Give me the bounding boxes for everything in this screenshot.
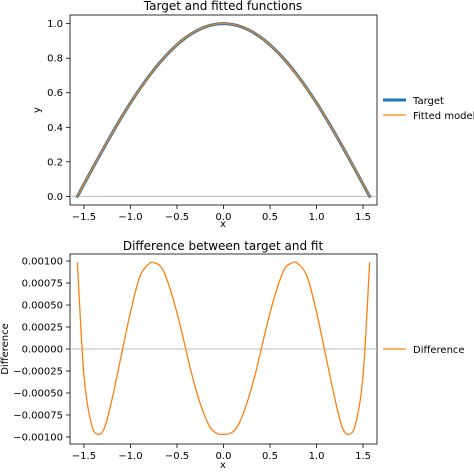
- panel-top: Target and fitted functions −1.5 −1.0 −0.5…: [32, 0, 474, 230]
- bottom-y-tick-label: 0.00000: [22, 345, 63, 356]
- top-x-tick-label: 1.0: [309, 212, 325, 223]
- top-series-lines: [75, 22, 372, 198]
- top-x-label: x: [220, 219, 226, 230]
- bottom-y-tick-label: 0.00100: [22, 257, 63, 268]
- bottom-x-tick-label: 0.5: [262, 451, 278, 462]
- top-series-line-fitted-model: [76, 22, 371, 197]
- bottom-x-tick-label: −1.0: [118, 451, 142, 462]
- bottom-y-tick-label: −0.00050: [13, 388, 63, 399]
- top-x-tick-label: 0.5: [262, 212, 278, 223]
- bottom-x-tick-label: −0.5: [165, 451, 189, 462]
- top-y-tick-label: 0.2: [47, 157, 63, 168]
- bottom-x-ticks: −1.5 −1.0 −0.5 0.0 0.5 1.0 1.5: [72, 444, 371, 462]
- bottom-x-tick-label: 0.0: [216, 451, 232, 462]
- top-x-tick-label: −0.5: [165, 212, 189, 223]
- top-title: Target and fitted functions: [143, 0, 302, 13]
- top-x-tick-label: 1.5: [355, 212, 371, 223]
- bottom-x-label: x: [220, 460, 226, 470]
- top-x-tick-label: 0.0: [216, 212, 232, 223]
- bottom-y-tick-label: −0.00100: [13, 432, 63, 443]
- top-legend: Target Fitted model: [383, 96, 474, 122]
- bottom-x-tick-label: 1.0: [309, 451, 325, 462]
- bottom-y-tick-label: 0.00050: [22, 301, 63, 312]
- bottom-y-tick-label: −0.00075: [13, 410, 63, 421]
- top-x-ticks: −1.5 −1.0 −0.5 0.0 0.5 1.0 1.5: [72, 205, 371, 223]
- top-y-tick-label: 0.6: [47, 88, 63, 99]
- top-x-tick-label: −1.0: [118, 212, 142, 223]
- legend-label-difference: Difference: [413, 345, 465, 356]
- top-y-tick-label: 0.4: [47, 123, 63, 134]
- bottom-y-tick-label: −0.00025: [13, 366, 63, 377]
- top-x-tick-label: −1.5: [72, 212, 96, 223]
- bottom-y-tick-label: 0.00075: [22, 279, 63, 290]
- top-y-tick-label: 0.0: [47, 192, 63, 203]
- legend-label-target: Target: [412, 96, 444, 107]
- top-y-ticks: 0.0 0.2 0.4 0.6 0.8 1.0: [47, 19, 70, 203]
- top-plot-frame: [69, 14, 378, 206]
- top-y-label: y: [32, 107, 43, 113]
- bottom-y-tick-label: 0.00025: [22, 323, 63, 334]
- top-series-line-target: [75, 22, 372, 198]
- legend-label-fitted: Fitted model: [413, 111, 474, 122]
- bottom-series-lines: [76, 261, 371, 436]
- top-y-tick-label: 0.8: [47, 54, 63, 65]
- bottom-x-tick-label: −1.5: [72, 451, 96, 462]
- bottom-series-line-difference: [76, 261, 371, 436]
- bottom-y-ticks: −0.00100 −0.00075 −0.00050 −0.00025 0.00000 0…: [13, 257, 70, 443]
- top-y-tick-label: 1.0: [47, 19, 63, 30]
- panel-bottom: Difference between target and fit −1.5 −1…: [0, 239, 465, 471]
- bottom-x-tick-label: 1.5: [355, 451, 371, 462]
- bottom-legend: Difference: [383, 345, 465, 356]
- bottom-title: Difference between target and fit: [123, 239, 324, 253]
- bottom-y-label: Difference: [0, 323, 11, 375]
